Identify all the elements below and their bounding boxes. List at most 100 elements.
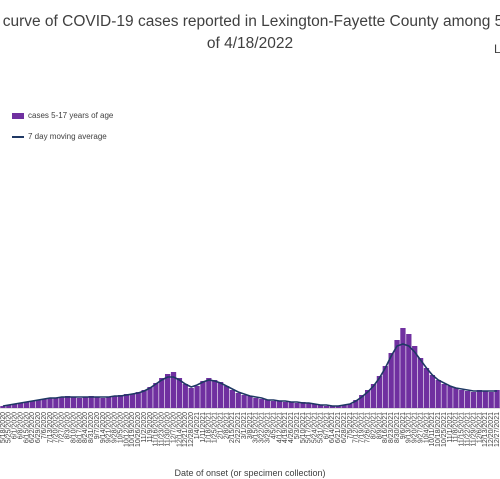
bar [23,402,30,408]
x-tick-label: 6/22/2020 [29,412,36,443]
bar [459,390,465,408]
x-tick-label: 9/13/2021 [406,412,413,443]
x-tick-label: 5/25/2020 [6,412,13,443]
x-tick-label: 3/8/2021 [247,412,254,439]
x-tick-label: 11/1/2021 [447,412,454,443]
x-tick-label: 10/18/2021 [435,412,442,447]
bar [6,405,12,408]
bar [123,394,130,408]
bar [47,398,53,408]
bar [94,397,100,408]
x-tick-label: 12/21/2020 [182,412,189,447]
bar [417,358,424,408]
bar [494,390,500,408]
bar [406,334,412,408]
bar [194,386,200,408]
bar [394,340,400,408]
bar [282,402,288,408]
moving-average-line [2,343,498,407]
x-tick-label: 9/27/2021 [417,412,424,443]
x-axis-title: Date of onset (or specimen collection) [174,468,325,478]
x-tick-label: 5/24/2021 [312,412,319,443]
bar [317,405,324,408]
x-tick-label: 10/5/2020 [117,412,124,443]
x-tick-label: 1/4/2021 [194,412,201,439]
legend-label: 7 day moving average [28,132,107,141]
x-tick-label: 8/3/2020 [64,412,71,439]
chart-subtitle: of 4/18/2022 [207,35,293,52]
bar [329,406,335,408]
x-tick-label: 12/6/2021 [476,412,483,443]
bar [82,397,88,408]
x-tick-label: 3/15/2021 [253,412,260,443]
bar [265,400,271,408]
chart-title: mic curve of COVID-19 cases reported in … [0,13,500,30]
bar [200,381,206,408]
bar [229,390,235,408]
bar [112,396,118,408]
x-tick-label: 2/1/2021 [217,412,224,439]
bar [206,378,212,408]
bar [129,394,135,408]
bar [365,390,371,408]
bar [306,403,312,408]
bar [335,406,341,408]
bar [182,384,188,408]
x-tick-label: 1/25/2021 [212,412,219,443]
bar [135,392,141,408]
x-tick-label: 7/13/2020 [47,412,54,443]
x-tick-label: 7/26/2021 [364,412,371,443]
x-tick-label: 3/1/2021 [241,412,248,439]
bar [294,403,300,408]
x-tick-label: 4/5/2021 [270,412,277,439]
bar [159,378,165,408]
bar [29,401,35,408]
x-tick-label: 11/8/2021 [453,412,460,443]
x-tick-label: 6/28/2021 [341,412,348,443]
x-tick-label: 12/28/2020 [188,412,195,447]
x-tick-label: 6/7/2021 [323,412,330,439]
x-tick-label: 6/15/2020 [23,412,30,443]
bar [447,386,453,408]
bar [253,398,259,408]
bar [235,393,241,408]
x-tick-label: 6/29/2020 [35,412,42,443]
bar [153,383,159,408]
x-tick-label: 4/26/2021 [288,412,295,443]
x-tick-label: 9/20/2021 [412,412,419,443]
x-tick-label: 11/30/2020 [164,412,171,447]
x-tick-label: 8/17/2020 [76,412,83,443]
x-tick-label: 6/1/2020 [12,412,19,439]
x-tick-label: 11/15/2021 [459,412,466,447]
x-tick-label: 10/11/2021 [429,412,436,447]
x-tick-label: 7/12/2021 [353,412,360,443]
x-tick-label: 11/29/2021 [470,412,477,447]
bar [217,382,224,408]
x-tick-label: 5/18/2020 [0,412,7,443]
x-tick-label: 5/3/2021 [294,412,301,439]
x-tick-label: 6/8/2020 [17,412,24,439]
bar [476,390,483,408]
bar [147,387,153,408]
annotation: L [494,42,500,56]
bar [470,392,477,408]
bar [353,400,359,408]
bar [482,391,488,408]
bar [59,397,65,408]
bar [17,403,24,408]
bar [288,402,294,408]
x-tick-label: 1/18/2021 [206,412,213,443]
x-tick-label: 3/29/2021 [264,412,271,443]
legend-label: cases 5-17 years of age [28,111,114,120]
bar [376,376,383,408]
x-tick-label: 10/25/2021 [441,412,448,447]
bar [259,399,265,408]
bar [341,405,347,408]
bar [400,328,406,408]
x-tick-label: 8/23/2021 [388,412,395,443]
x-tick-label: 12/13/2021 [482,412,489,447]
x-tick-label: 3/22/2021 [259,412,266,443]
x-tick-label: 10/4/2021 [423,412,430,443]
x-tick-label: 9/28/2020 [112,412,119,443]
